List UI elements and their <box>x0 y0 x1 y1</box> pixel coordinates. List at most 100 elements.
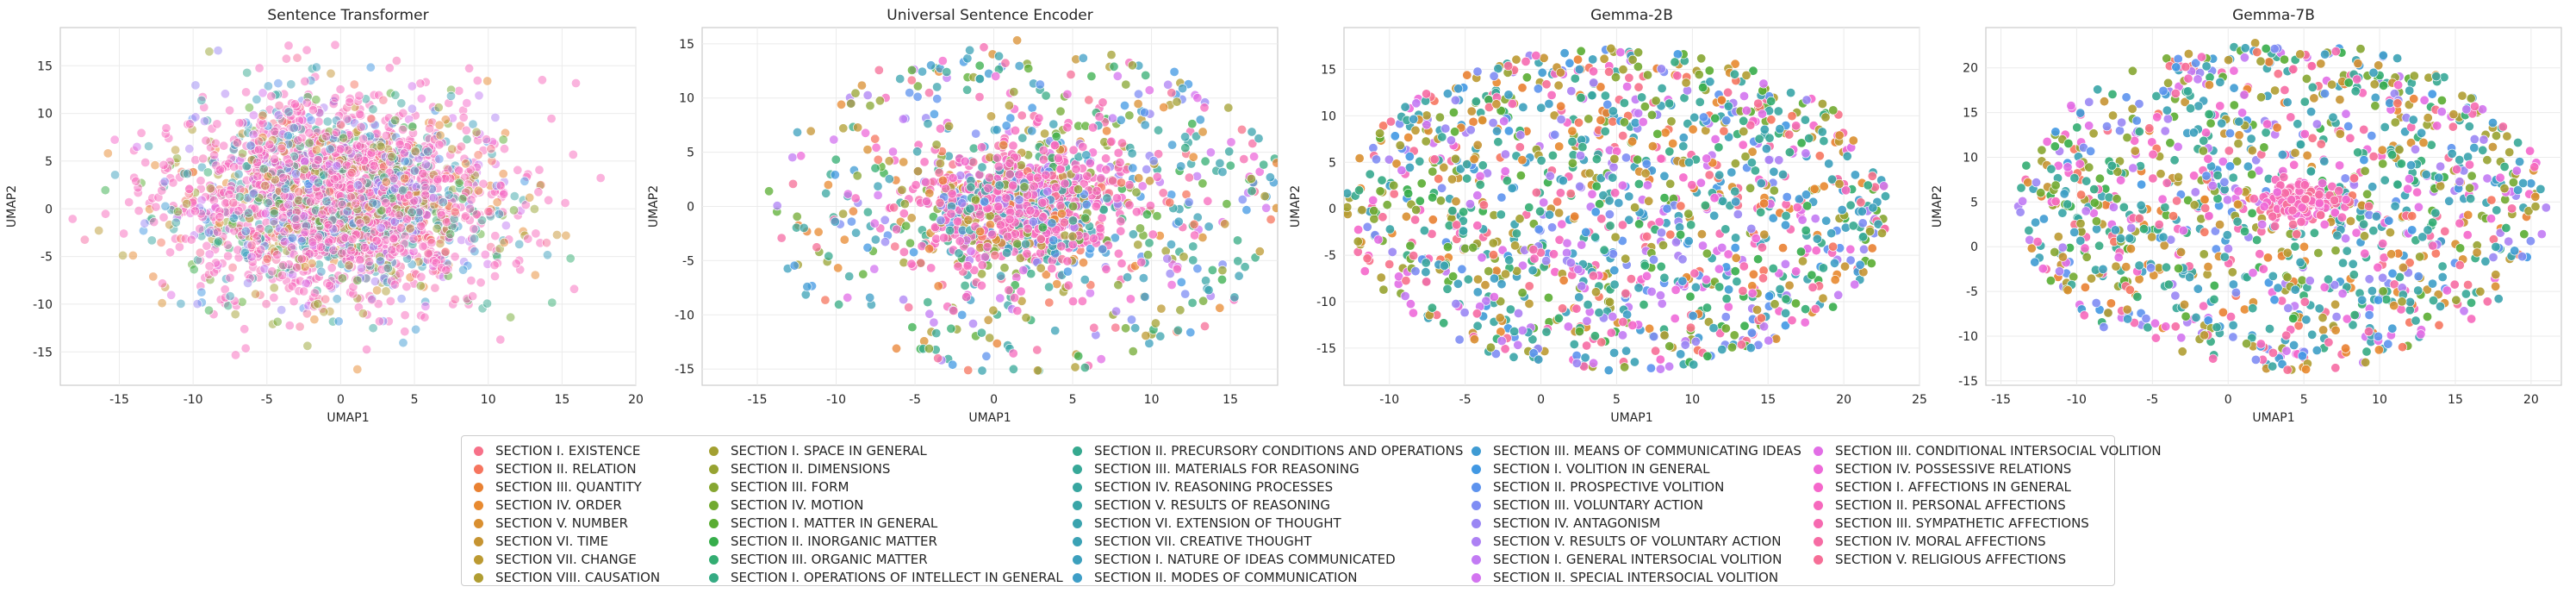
data-point <box>358 134 369 144</box>
data-point <box>1140 120 1150 130</box>
data-point <box>1050 140 1061 151</box>
data-point <box>1626 274 1636 284</box>
data-point <box>1524 298 1534 309</box>
data-point <box>1447 174 1458 184</box>
data-point <box>1546 90 1557 100</box>
data-point <box>222 240 233 250</box>
data-point <box>476 215 487 226</box>
data-point <box>1497 245 1508 255</box>
y-axis-label: UMAP2 <box>647 185 661 228</box>
data-point <box>1041 91 1051 101</box>
data-point <box>445 91 456 101</box>
data-point <box>263 172 273 182</box>
data-point <box>401 282 412 292</box>
data-point <box>799 222 809 233</box>
data-point <box>1422 277 1432 287</box>
data-point <box>1224 147 1235 157</box>
data-point <box>1062 266 1073 277</box>
data-point <box>1156 303 1167 314</box>
data-point <box>272 316 283 327</box>
data-point <box>289 99 300 109</box>
data-point <box>499 144 509 154</box>
data-point <box>514 239 525 249</box>
data-point <box>1152 172 1162 182</box>
data-point <box>1676 349 1686 359</box>
data-point <box>1260 191 1270 202</box>
data-point <box>482 298 492 309</box>
data-point <box>408 122 418 132</box>
data-point <box>1500 344 1510 354</box>
data-point <box>1082 171 1092 181</box>
data-point <box>445 228 456 239</box>
data-point <box>1117 138 1127 148</box>
data-point <box>287 233 297 243</box>
data-point <box>1092 186 1102 197</box>
data-point <box>1137 181 1148 191</box>
data-point <box>1655 354 1665 365</box>
x-tick-label: 0 <box>1537 393 1545 407</box>
data-point <box>1207 265 1217 275</box>
data-point <box>929 109 939 119</box>
data-point <box>1097 213 1107 223</box>
data-point <box>992 125 1002 135</box>
data-point <box>1022 248 1032 259</box>
data-point <box>1465 199 1475 209</box>
data-point <box>1226 137 1236 147</box>
data-point <box>321 131 332 141</box>
data-point <box>1683 236 1694 247</box>
data-point <box>1524 281 1534 291</box>
data-point <box>884 174 894 184</box>
data-point <box>309 315 320 325</box>
data-point <box>1162 253 1173 264</box>
data-point <box>1614 198 1624 209</box>
data-point <box>441 265 451 275</box>
data-point <box>551 229 562 240</box>
data-point <box>948 172 958 183</box>
data-point <box>1659 272 1670 283</box>
data-point <box>1511 228 1521 239</box>
data-point <box>1121 323 1131 334</box>
data-point <box>1246 174 1256 184</box>
data-point <box>1659 171 1670 181</box>
data-point <box>389 234 399 244</box>
data-point <box>1279 192 1287 201</box>
data-point <box>1249 152 1260 162</box>
data-point <box>776 233 787 243</box>
data-point <box>1130 323 1141 334</box>
data-point <box>118 250 128 260</box>
data-point <box>1173 216 1184 227</box>
data-point <box>1493 64 1503 74</box>
data-point <box>420 312 430 322</box>
data-point <box>1254 247 1265 257</box>
data-point <box>923 119 933 129</box>
data-point <box>542 250 552 260</box>
data-point <box>458 112 469 122</box>
data-point <box>880 237 890 247</box>
data-point <box>830 170 840 180</box>
data-point <box>1500 149 1510 159</box>
data-point <box>1685 291 1696 302</box>
data-point <box>1820 112 1831 122</box>
data-point <box>296 253 307 264</box>
data-point <box>1517 83 1528 93</box>
data-point <box>1133 240 1143 250</box>
data-point <box>871 142 881 153</box>
data-point <box>347 234 358 245</box>
data-point <box>202 167 213 178</box>
data-point <box>278 212 289 222</box>
data-point <box>1385 116 1396 127</box>
data-point <box>1192 131 1202 141</box>
data-point <box>284 158 295 168</box>
data-point <box>1739 261 1749 272</box>
data-point <box>337 248 347 259</box>
data-point <box>1354 153 1365 164</box>
data-point <box>241 161 252 172</box>
data-point <box>1017 110 1027 121</box>
data-point <box>530 270 540 280</box>
data-point <box>1747 147 1758 157</box>
x-tick-label: 15 <box>1760 393 1776 407</box>
data-point <box>862 242 873 253</box>
data-point <box>1101 153 1111 164</box>
data-point <box>294 187 304 197</box>
data-point <box>1801 225 1811 235</box>
